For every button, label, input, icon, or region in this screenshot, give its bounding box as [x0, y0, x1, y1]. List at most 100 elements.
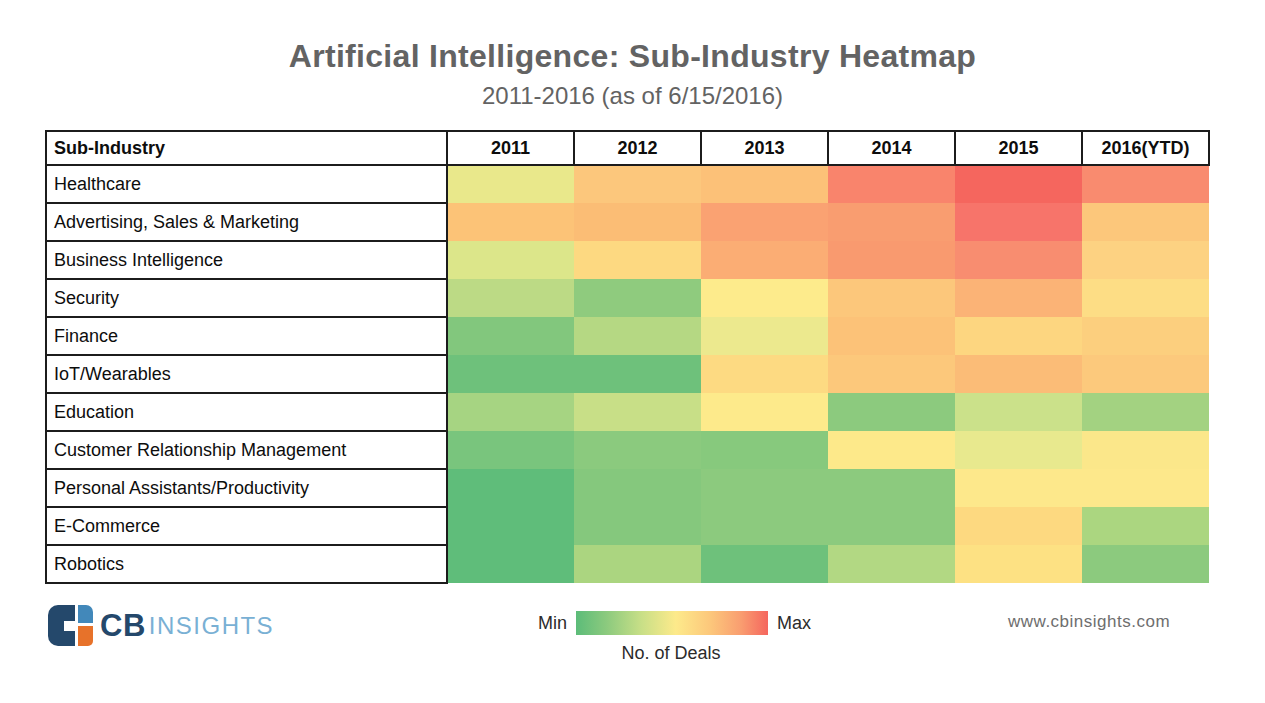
legend-gradient-bar	[576, 611, 768, 635]
heatmap-row-personal-assistants-productivity: Personal Assistants/Productivity	[46, 469, 1209, 507]
heatmap-table: Sub-Industry 201120122013201420152016(YT…	[45, 130, 1210, 584]
heatmap-cell-robotics-2012	[574, 545, 701, 583]
heatmap-cell-education-2014	[828, 393, 955, 431]
heatmap-row-healthcare: Healthcare	[46, 165, 1209, 203]
heatmap-cell-education-2016-ytd	[1082, 393, 1209, 431]
heatmap-cell-personal-assistants-productivity-2014	[828, 469, 955, 507]
heatmap-cell-iot-wearables-2011	[447, 355, 574, 393]
heatmap-cell-security-2013	[701, 279, 828, 317]
heatmap-cell-healthcare-2015	[955, 165, 1082, 203]
heatmap-cell-advertising-sales-marketing-2015	[955, 203, 1082, 241]
heatmap-cell-business-intelligence-2014	[828, 241, 955, 279]
heatmap-row-advertising-sales-marketing: Advertising, Sales & Marketing	[46, 203, 1209, 241]
heatmap-cell-healthcare-2012	[574, 165, 701, 203]
row-label-iot-wearables: IoT/Wearables	[46, 355, 447, 393]
heatmap-cell-finance-2013	[701, 317, 828, 355]
ai-subindustry-heatmap-figure: Artificial Intelligence: Sub-Industry He…	[0, 0, 1265, 703]
row-label-robotics: Robotics	[46, 545, 447, 583]
heatmap-cell-education-2015	[955, 393, 1082, 431]
row-label-customer-relationship-management: Customer Relationship Management	[46, 431, 447, 469]
chart-subtitle: 2011-2016 (as of 6/15/2016)	[0, 82, 1265, 110]
heatmap-cell-security-2011	[447, 279, 574, 317]
heatmap-cell-advertising-sales-marketing-2016-ytd	[1082, 203, 1209, 241]
heatmap-cell-business-intelligence-2016-ytd	[1082, 241, 1209, 279]
heatmap-header-row: Sub-Industry 201120122013201420152016(YT…	[46, 131, 1209, 165]
heatmap-cell-healthcare-2014	[828, 165, 955, 203]
row-label-finance: Finance	[46, 317, 447, 355]
logo-text-cb: CB	[100, 608, 146, 644]
legend-caption: No. of Deals	[575, 643, 767, 664]
heatmap-cell-e-commerce-2011	[447, 507, 574, 545]
column-header-2014: 2014	[828, 131, 955, 165]
heatmap-cell-security-2012	[574, 279, 701, 317]
heatmap-cell-customer-relationship-management-2012	[574, 431, 701, 469]
cbinsights-logo: CB INSIGHTS	[48, 605, 274, 646]
heatmap-cell-security-2016-ytd	[1082, 279, 1209, 317]
logo-orange-block-icon	[78, 626, 93, 646]
row-label-business-intelligence: Business Intelligence	[46, 241, 447, 279]
heatmap-cell-e-commerce-2015	[955, 507, 1082, 545]
heatmap-cell-customer-relationship-management-2014	[828, 431, 955, 469]
row-label-security: Security	[46, 279, 447, 317]
heatmap-cell-personal-assistants-productivity-2013	[701, 469, 828, 507]
heatmap-cell-education-2011	[447, 393, 574, 431]
column-header-2013: 2013	[701, 131, 828, 165]
column-header-2016-ytd: 2016(YTD)	[1082, 131, 1209, 165]
logo-text-insights: INSIGHTS	[149, 612, 274, 640]
heatmap-cell-robotics-2014	[828, 545, 955, 583]
heatmap-body: HealthcareAdvertising, Sales & Marketing…	[46, 165, 1209, 583]
legend-max-label: Max	[777, 613, 811, 634]
heatmap-cell-personal-assistants-productivity-2012	[574, 469, 701, 507]
heatmap-cell-healthcare-2016-ytd	[1082, 165, 1209, 203]
heatmap-cell-finance-2016-ytd	[1082, 317, 1209, 355]
heatmap-cell-finance-2011	[447, 317, 574, 355]
logo-c-shape-icon	[48, 605, 75, 646]
heatmap-cell-e-commerce-2012	[574, 507, 701, 545]
heatmap-row-robotics: Robotics	[46, 545, 1209, 583]
heatmap-cell-business-intelligence-2011	[447, 241, 574, 279]
heatmap-row-finance: Finance	[46, 317, 1209, 355]
heatmap-cell-advertising-sales-marketing-2013	[701, 203, 828, 241]
heatmap-cell-customer-relationship-management-2015	[955, 431, 1082, 469]
row-label-advertising-sales-marketing: Advertising, Sales & Marketing	[46, 203, 447, 241]
heatmap-cell-finance-2014	[828, 317, 955, 355]
heatmap-cell-healthcare-2013	[701, 165, 828, 203]
heatmap-row-security: Security	[46, 279, 1209, 317]
heatmap-cell-personal-assistants-productivity-2015	[955, 469, 1082, 507]
heatmap-cell-education-2012	[574, 393, 701, 431]
heatmap-cell-finance-2015	[955, 317, 1082, 355]
row-label-e-commerce: E-Commerce	[46, 507, 447, 545]
column-header-2015: 2015	[955, 131, 1082, 165]
cbinsights-logo-icon	[48, 605, 93, 646]
heatmap-cell-customer-relationship-management-2013	[701, 431, 828, 469]
heatmap-cell-iot-wearables-2015	[955, 355, 1082, 393]
heatmap-cell-advertising-sales-marketing-2014	[828, 203, 955, 241]
heatmap-cell-iot-wearables-2014	[828, 355, 955, 393]
heatmap-cell-e-commerce-2016-ytd	[1082, 507, 1209, 545]
color-scale-legend: Min Max	[538, 611, 811, 635]
heatmap-cell-education-2013	[701, 393, 828, 431]
heatmap-row-business-intelligence: Business Intelligence	[46, 241, 1209, 279]
corner-header-sub-industry: Sub-Industry	[46, 131, 447, 165]
website-url: www.cbinsights.com	[1008, 612, 1170, 632]
heatmap-cell-security-2015	[955, 279, 1082, 317]
heatmap-cell-finance-2012	[574, 317, 701, 355]
heatmap-row-e-commerce: E-Commerce	[46, 507, 1209, 545]
legend-min-label: Min	[538, 613, 567, 634]
heatmap-row-customer-relationship-management: Customer Relationship Management	[46, 431, 1209, 469]
logo-right-blocks-icon	[78, 605, 93, 646]
heatmap-cell-robotics-2016-ytd	[1082, 545, 1209, 583]
heatmap-cell-security-2014	[828, 279, 955, 317]
heatmap-cell-robotics-2011	[447, 545, 574, 583]
heatmap-row-education: Education	[46, 393, 1209, 431]
heatmap-cell-e-commerce-2013	[701, 507, 828, 545]
heatmap-cell-business-intelligence-2013	[701, 241, 828, 279]
heatmap-cell-iot-wearables-2013	[701, 355, 828, 393]
heatmap-cell-iot-wearables-2016-ytd	[1082, 355, 1209, 393]
heatmap-cell-personal-assistants-productivity-2016-ytd	[1082, 469, 1209, 507]
heatmap-cell-healthcare-2011	[447, 165, 574, 203]
logo-blue-block-icon	[78, 605, 93, 623]
heatmap-cell-customer-relationship-management-2011	[447, 431, 574, 469]
heatmap-cell-business-intelligence-2012	[574, 241, 701, 279]
heatmap-cell-e-commerce-2014	[828, 507, 955, 545]
